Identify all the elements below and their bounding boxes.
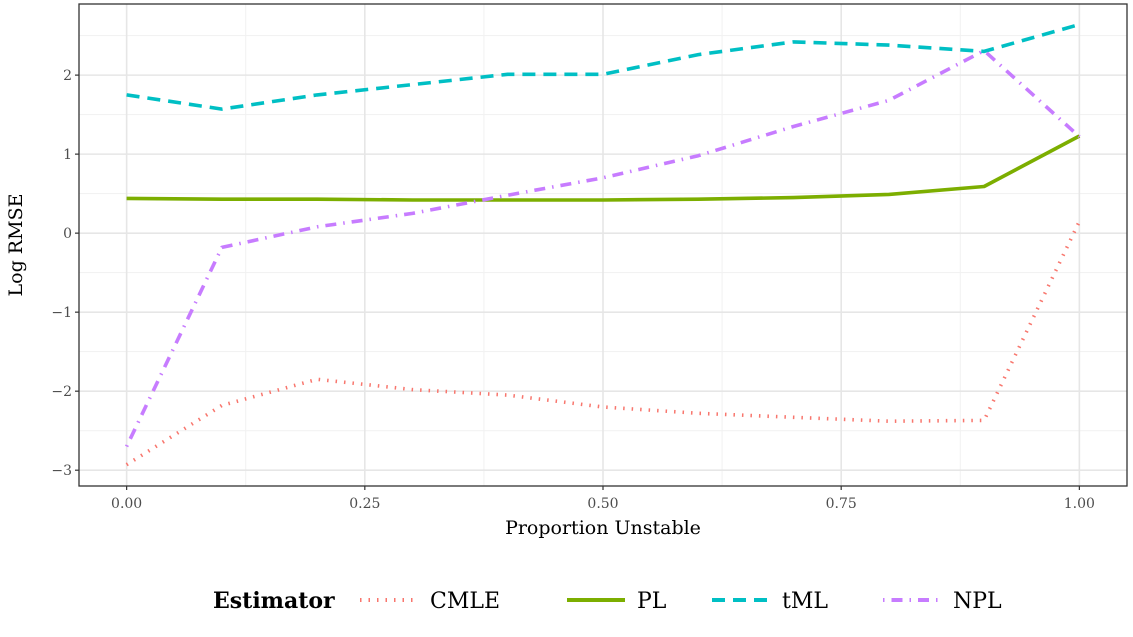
legend-label-tml: tML xyxy=(782,589,828,614)
y-tick-label: 1 xyxy=(63,147,72,163)
legend-title: Estimator xyxy=(213,588,335,614)
legend-label-pl: PL xyxy=(637,589,667,614)
series-line-tml xyxy=(126,22,1080,111)
series-line-pl xyxy=(126,134,1081,202)
y-axis-ticks: −3 −2 −1 0 1 2 xyxy=(51,68,79,479)
x-tick-label: 1.00 xyxy=(1064,496,1095,512)
y-tick-label: −2 xyxy=(51,384,72,400)
x-tick-label: 0.50 xyxy=(587,496,618,512)
x-axis-ticks: 0.00 0.25 0.50 0.75 1.00 xyxy=(111,486,1095,512)
series-layer xyxy=(124,22,1082,467)
legend: Estimator CMLE PL tML NPL xyxy=(213,588,1002,614)
legend-label-cmle: CMLE xyxy=(430,589,500,614)
y-tick-label: −3 xyxy=(51,463,72,479)
x-tick-label: 0.75 xyxy=(826,496,857,512)
x-tick-label: 0.00 xyxy=(111,496,142,512)
legend-label-npl: NPL xyxy=(953,589,1002,614)
y-axis-title: Log RMSE xyxy=(5,194,27,297)
grid-major xyxy=(79,4,1127,486)
series-line-cmle xyxy=(125,220,1082,467)
series-line-npl xyxy=(124,48,1081,448)
y-tick-label: −1 xyxy=(51,305,72,321)
x-tick-label: 0.25 xyxy=(349,496,380,512)
x-axis-title: Proportion Unstable xyxy=(505,517,701,539)
y-tick-label: 2 xyxy=(63,68,72,84)
y-tick-label: 0 xyxy=(63,226,72,242)
